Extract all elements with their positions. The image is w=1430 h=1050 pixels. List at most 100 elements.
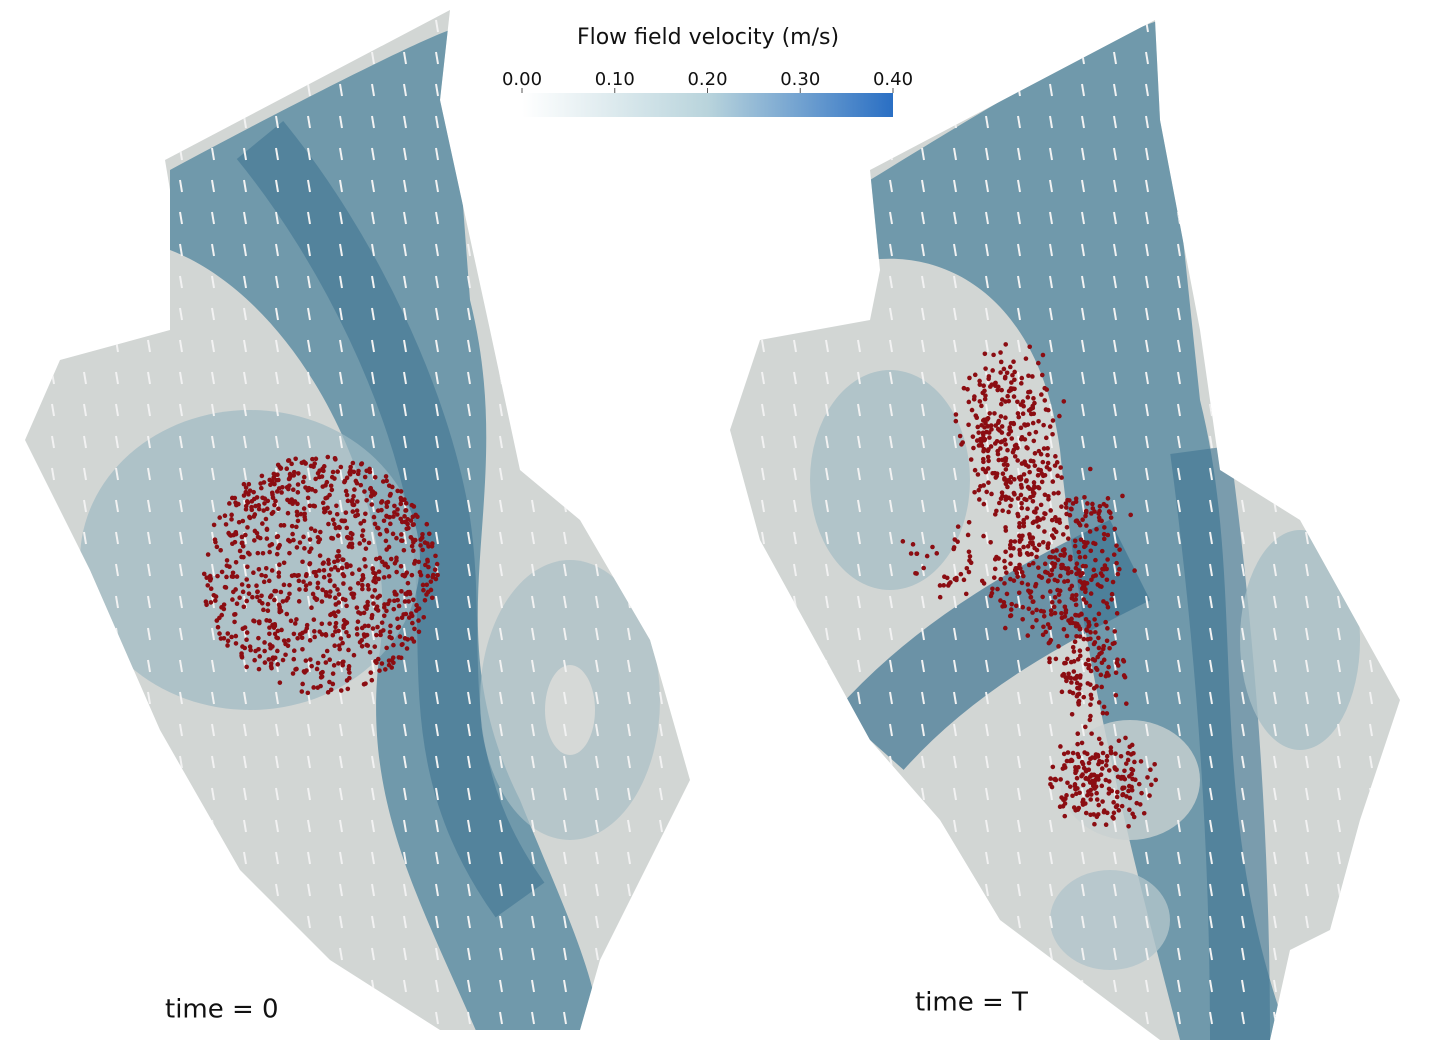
flow-arrow	[730, 1011, 733, 1025]
flow-arrow	[595, 339, 599, 353]
particle	[1068, 506, 1074, 512]
particle	[1049, 567, 1055, 573]
flow-arrow	[1273, 147, 1277, 161]
flow-arrow	[211, 211, 215, 225]
flow-arrow	[953, 915, 957, 929]
flow-arrow	[793, 915, 797, 929]
flow-arrow	[147, 787, 151, 801]
flow-arrow	[563, 659, 567, 673]
flow-arrow	[563, 947, 567, 961]
flow-arrow	[1402, 436, 1404, 448]
particle	[977, 497, 982, 502]
particle	[1017, 562, 1022, 568]
particle	[1089, 696, 1094, 701]
flow-arrow	[692, 596, 694, 608]
flow-arrow	[825, 307, 829, 321]
particle	[321, 653, 326, 659]
flow-arrow	[1402, 244, 1404, 256]
particle	[362, 489, 367, 494]
particle	[257, 654, 263, 659]
particle	[987, 384, 993, 389]
particle	[1090, 657, 1096, 662]
particle	[302, 511, 307, 517]
particle	[937, 583, 943, 588]
flow-arrow	[1241, 691, 1245, 705]
particle	[982, 396, 988, 402]
particle	[1034, 607, 1039, 613]
flow-arrow	[1177, 179, 1181, 193]
particle	[227, 501, 232, 506]
particle	[416, 559, 422, 565]
flow-arrow	[1209, 787, 1213, 801]
particle	[1126, 783, 1132, 789]
flow-arrow	[339, 275, 343, 289]
particle	[1076, 702, 1082, 707]
particle	[341, 625, 346, 631]
particle	[362, 557, 367, 562]
flow-arrow	[307, 435, 311, 449]
particle	[994, 508, 999, 514]
flow-arrow	[1145, 883, 1149, 897]
particle	[1026, 408, 1032, 413]
flow-arrow	[1305, 595, 1309, 609]
particle	[294, 545, 300, 550]
flow-arrow	[211, 403, 215, 417]
flow-arrow	[51, 339, 55, 353]
flow-arrow	[371, 211, 375, 225]
flow-arrow	[403, 435, 407, 449]
particle	[1050, 561, 1055, 566]
flow-arrow	[403, 851, 407, 865]
particle	[980, 456, 986, 462]
particle	[1025, 395, 1031, 400]
flow-arrow	[1402, 372, 1404, 384]
flow-arrow	[985, 243, 989, 257]
flow-arrow	[51, 307, 55, 321]
particle	[375, 608, 381, 613]
particle	[1009, 436, 1015, 441]
flow-arrow	[793, 371, 797, 385]
particle	[341, 659, 346, 665]
flow-arrow	[1369, 179, 1373, 193]
flow-arrow	[1241, 467, 1245, 481]
flow-arrow	[1273, 243, 1277, 257]
flow-arrow	[339, 435, 343, 449]
particle	[1011, 421, 1017, 427]
particle	[1086, 767, 1092, 772]
particle	[350, 571, 355, 577]
particle	[233, 531, 238, 536]
particle	[1034, 506, 1039, 511]
particle	[308, 526, 314, 531]
particle	[1124, 794, 1129, 799]
particle	[314, 666, 320, 672]
flow-arrow	[499, 275, 503, 289]
flow-arrow	[563, 467, 567, 481]
flow-arrow	[1081, 915, 1085, 929]
flow-arrow	[1305, 147, 1309, 161]
particle	[1027, 389, 1033, 395]
flow-arrow	[627, 467, 631, 481]
flow-arrow	[1402, 180, 1404, 192]
flow-arrow	[985, 883, 989, 897]
flow-arrow	[1017, 435, 1021, 449]
particle	[255, 534, 261, 540]
flow-arrow	[20, 372, 22, 384]
flow-arrow	[1305, 851, 1309, 865]
flow-arrow	[793, 467, 797, 481]
flow-arrow	[115, 19, 119, 33]
flow-arrow	[147, 851, 151, 865]
flow-arrow	[825, 755, 829, 769]
particle	[1054, 460, 1060, 465]
flow-arrow	[953, 787, 957, 801]
flow-arrow	[243, 915, 247, 929]
flow-arrow	[20, 84, 22, 96]
flow-arrow	[692, 756, 694, 768]
flow-arrow	[1017, 115, 1021, 129]
particle	[276, 602, 282, 608]
particle	[1141, 810, 1147, 816]
particle	[244, 577, 250, 582]
particle	[995, 451, 1001, 457]
particle	[1106, 664, 1111, 670]
flow-arrow	[307, 1011, 311, 1025]
particle	[295, 518, 301, 524]
particle	[296, 471, 301, 476]
